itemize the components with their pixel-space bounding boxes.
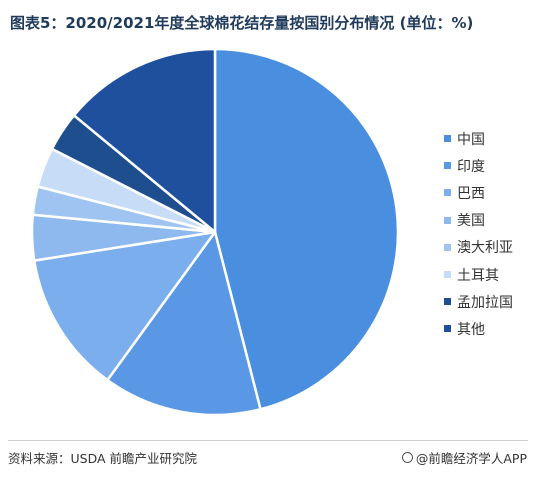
legend-item: 其他: [444, 315, 513, 342]
legend-label: 巴西: [457, 185, 485, 202]
legend-swatch: [444, 325, 451, 333]
pie-slice-1: [213, 47, 400, 411]
legend-item: 土耳其: [444, 261, 513, 288]
legend-swatch: [444, 135, 451, 143]
brand-logo-icon: [401, 452, 413, 463]
footer-divider: [8, 440, 528, 441]
legend-item: 孟加拉国: [444, 288, 513, 315]
pie-slice-8: [72, 47, 217, 234]
legend-swatch: [444, 271, 451, 279]
legend-swatch: [444, 189, 451, 197]
legend-swatch: [444, 216, 451, 224]
legend-item: 巴西: [444, 179, 513, 206]
legend-label: 印度: [457, 158, 485, 175]
legend-label: 美国: [457, 213, 485, 230]
legend-label: 孟加拉国: [457, 294, 513, 311]
legend-item: 美国: [444, 207, 513, 234]
legend-item: 印度: [444, 152, 513, 179]
source-note: 资料来源：USDA 前瞻产业研究院: [8, 451, 198, 466]
brand-note: @前瞻经济学人APP: [401, 448, 527, 467]
legend-item: 澳大利亚: [444, 234, 513, 261]
pie-slice-3: [33, 230, 217, 382]
pie-slices: [30, 47, 400, 417]
pie-slice-2: [106, 230, 262, 417]
legend-label: 澳大利亚: [457, 240, 513, 257]
legend-swatch: [444, 298, 451, 306]
chart-legend: 中国印度巴西美国澳大利亚土耳其孟加拉国其他: [444, 125, 513, 343]
chart-title: 图表5：2020/2021年度全球棉花结存量按国别分布情况 (单位：%): [10, 14, 474, 32]
legend-label: 中国: [457, 131, 485, 148]
legend-label: 土耳其: [457, 267, 499, 284]
brand-label: @前瞻经济学人APP: [415, 451, 527, 466]
legend-swatch: [444, 162, 451, 170]
legend-label: 其他: [457, 321, 485, 338]
legend-swatch: [444, 243, 451, 251]
legend-item: 中国: [444, 125, 513, 152]
